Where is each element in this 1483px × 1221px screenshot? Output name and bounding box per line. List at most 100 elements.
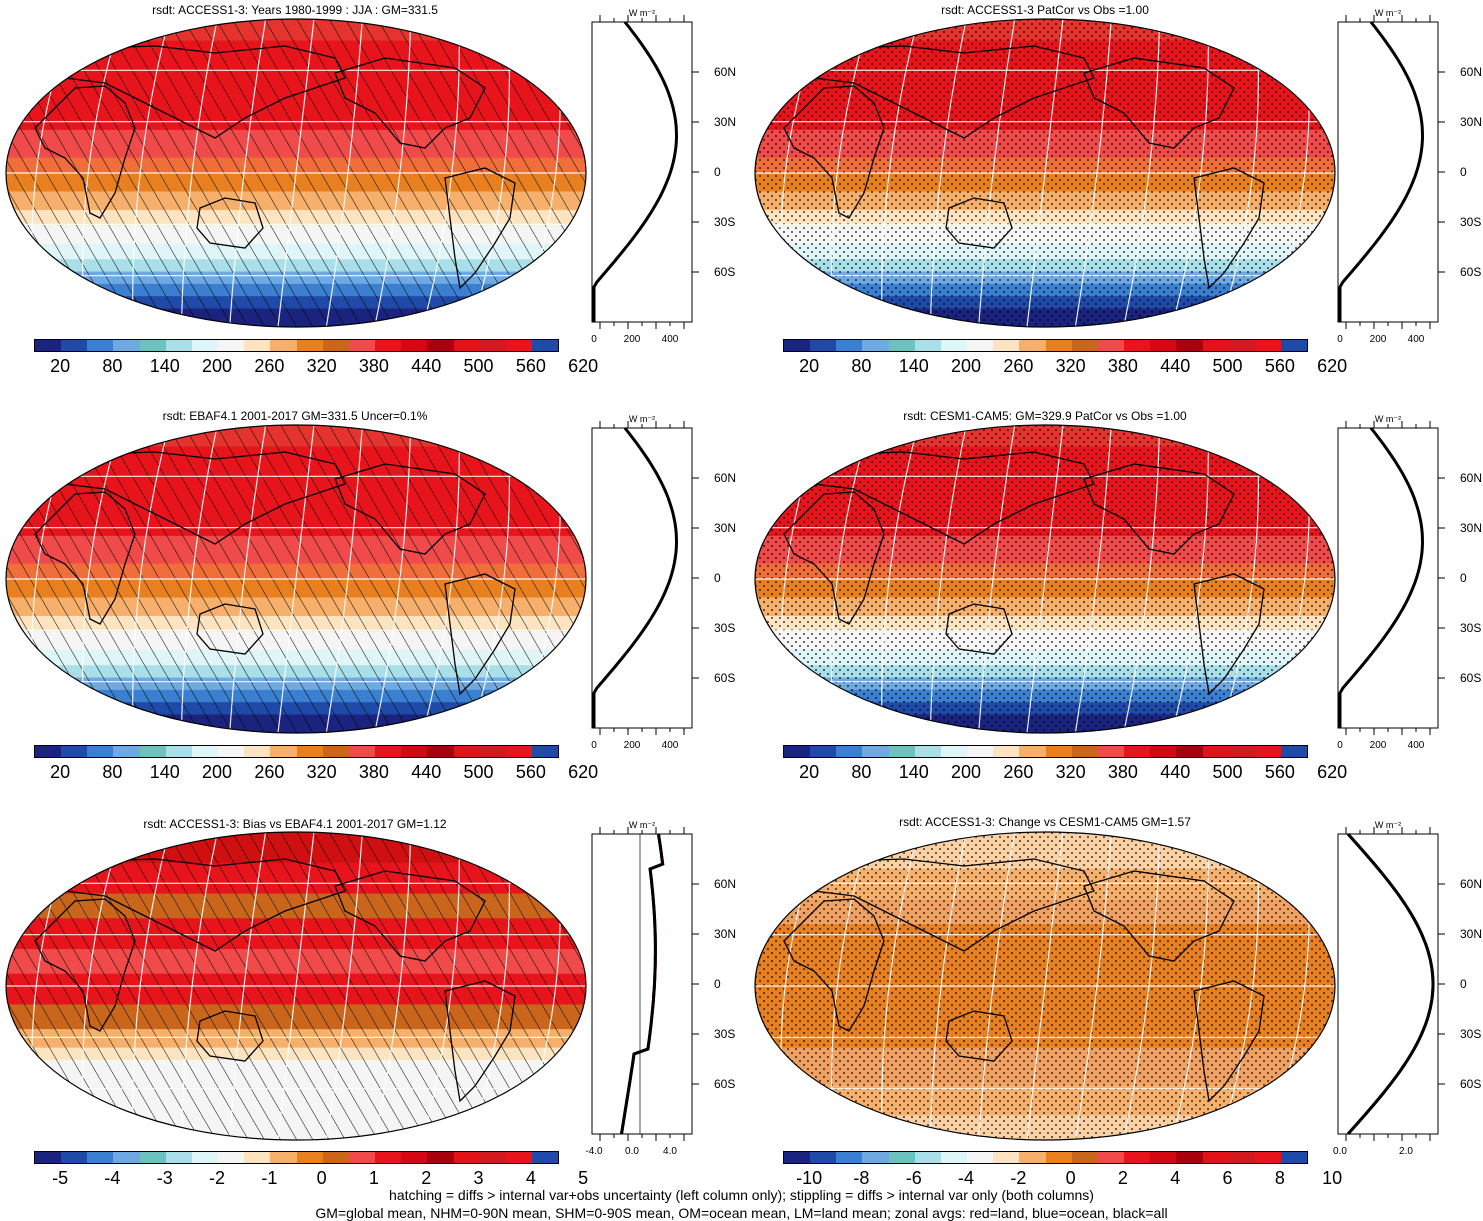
colorbar-swatch bbox=[479, 1152, 506, 1163]
colorbar-swatch bbox=[810, 340, 837, 351]
coastline bbox=[444, 573, 516, 696]
colorbar-tick-label: 500 bbox=[463, 762, 494, 782]
coastline bbox=[196, 197, 264, 249]
zonal-lat-label: 60S bbox=[1460, 265, 1481, 279]
zonal-lat-label: 0 bbox=[1460, 977, 1467, 991]
colorbar-swatch bbox=[375, 1152, 402, 1163]
zonal-x-label: 2.0 bbox=[1399, 1146, 1413, 1157]
zonal-unit: W m⁻² bbox=[629, 414, 655, 424]
colorbar-swatch bbox=[967, 746, 994, 757]
colorbar-swatch bbox=[940, 340, 968, 351]
colorbar-swatch bbox=[35, 1152, 62, 1163]
colorbar-swatch bbox=[113, 746, 140, 757]
colorbar-swatch bbox=[862, 746, 889, 757]
colorbar-swatch bbox=[967, 340, 994, 351]
colorbar-tick-label: 6 bbox=[1222, 1168, 1233, 1188]
zonal-unit: W m⁻² bbox=[1375, 414, 1401, 424]
zonal-lat-label: 60N bbox=[1460, 471, 1482, 485]
colorbar-swatch bbox=[113, 340, 140, 351]
colorbar-swatch bbox=[914, 1152, 941, 1163]
colorbar-swatch bbox=[427, 1152, 454, 1163]
zonal-x-label: 4.0 bbox=[663, 1146, 677, 1157]
zonal-x-label: -4.0 bbox=[585, 1146, 603, 1157]
colorbar-swatch bbox=[113, 1152, 140, 1163]
zonal-land-curve bbox=[1346, 833, 1435, 1135]
colorbar bbox=[34, 339, 559, 352]
zonal-lat-label: 30S bbox=[714, 621, 735, 635]
colorbar-swatch bbox=[296, 746, 323, 757]
colorbar-swatch bbox=[531, 746, 559, 757]
map-plot bbox=[5, 424, 587, 734]
colorbar-swatch bbox=[401, 340, 428, 351]
colorbar-tick-label: 200 bbox=[202, 356, 233, 376]
colorbar-swatch bbox=[993, 340, 1020, 351]
colorbar-swatch bbox=[1254, 1152, 1281, 1163]
map-plot bbox=[754, 424, 1336, 734]
zonal-frame bbox=[591, 21, 693, 323]
zonal-lat-label: 0 bbox=[1460, 571, 1467, 585]
colorbar-swatch bbox=[322, 1152, 349, 1163]
colorbar-labels: 20 80 140 200 260 320 380 440 500 560 620 bbox=[34, 762, 598, 782]
colorbar-tick-label: 20 bbox=[799, 356, 820, 376]
colorbar-tick-label: -3 bbox=[156, 1168, 173, 1188]
colorbar-swatch bbox=[862, 1152, 889, 1163]
colorbar-swatch bbox=[191, 1152, 219, 1163]
colorbar-tick-label: 260 bbox=[254, 762, 285, 782]
colorbar-tick-label: -4 bbox=[104, 1168, 121, 1188]
colorbar-labels: 20 80 140 200 260 320 380 440 500 560 620 bbox=[783, 356, 1347, 376]
colorbar-tick-label: -1 bbox=[261, 1168, 278, 1188]
colorbar-swatch bbox=[244, 746, 271, 757]
map-border bbox=[5, 424, 587, 734]
colorbar-swatch bbox=[427, 340, 454, 351]
zonal-x-label: 200 bbox=[1370, 334, 1387, 345]
colorbar-tick-label: 10 bbox=[1322, 1168, 1343, 1188]
colorbar-swatch bbox=[993, 1152, 1020, 1163]
coastline bbox=[1083, 463, 1235, 555]
colorbar-swatch bbox=[453, 340, 480, 351]
coastline bbox=[783, 85, 885, 219]
colorbar-swatch bbox=[322, 340, 349, 351]
map-title: rsdt: CESM1-CAM5: GM=329.9 PatCor vs Obs… bbox=[903, 409, 1187, 423]
coastline bbox=[334, 870, 486, 962]
colorbar-swatch bbox=[836, 746, 863, 757]
colorbar-swatch bbox=[888, 746, 915, 757]
colorbar-swatch bbox=[401, 1152, 428, 1163]
colorbar-tick-label: 440 bbox=[411, 356, 442, 376]
colorbar-tick-label: 500 bbox=[1212, 762, 1243, 782]
colorbar-swatch bbox=[940, 1152, 968, 1163]
colorbar-tick-label: 320 bbox=[306, 762, 337, 782]
colorbar-tick-label: 560 bbox=[515, 762, 546, 782]
zonal-lat-label: 30S bbox=[714, 1027, 735, 1041]
map-plot bbox=[5, 831, 587, 1141]
colorbar-swatch bbox=[1045, 1152, 1072, 1163]
colorbar-tick-label: 320 bbox=[306, 356, 337, 376]
map-title: rsdt: EBAF4.1 2001-2017 GM=331.5 Uncer=0… bbox=[162, 409, 428, 423]
colorbar-swatch bbox=[401, 746, 428, 757]
zonal-mean-plot: W m⁻² 60N 30N 0 30S 60S 0 200 400 bbox=[1337, 8, 1482, 345]
colorbar-tick-label: 440 bbox=[411, 762, 442, 782]
colorbar-swatch bbox=[218, 1152, 245, 1163]
colorbar-tick-label: 8 bbox=[1274, 1168, 1285, 1188]
colorbar-swatch bbox=[1202, 340, 1229, 351]
colorbar-tick-label: 380 bbox=[358, 356, 389, 376]
zonal-lat-label: 60S bbox=[714, 265, 735, 279]
colorbar-swatch bbox=[505, 340, 532, 351]
colorbar-swatch bbox=[427, 746, 454, 757]
zonal-x-label: 200 bbox=[624, 334, 641, 345]
colorbar-tick-label: 4 bbox=[1170, 1168, 1181, 1188]
map-title: rsdt: ACCESS1-3: Change vs CESM1-CAM5 GM… bbox=[899, 815, 1191, 829]
colorbar-tick-label: -10 bbox=[796, 1168, 823, 1188]
zonal-x-label: 400 bbox=[1408, 740, 1425, 751]
coastline bbox=[945, 197, 1013, 249]
colorbar-swatch bbox=[270, 746, 297, 757]
colorbar-swatch bbox=[61, 340, 88, 351]
colorbar-swatch bbox=[1019, 340, 1046, 351]
colorbar-swatch bbox=[348, 1152, 376, 1163]
zonal-lat-label: 0 bbox=[714, 165, 721, 179]
colorbar-swatch bbox=[1150, 1152, 1177, 1163]
zonal-lat-label: 0 bbox=[1460, 165, 1467, 179]
zonal-lat-label: 30S bbox=[714, 215, 735, 229]
colorbar-swatch bbox=[940, 746, 968, 757]
colorbar-tick-label: 200 bbox=[951, 762, 982, 782]
zonal-lat-label: 60N bbox=[714, 877, 736, 891]
